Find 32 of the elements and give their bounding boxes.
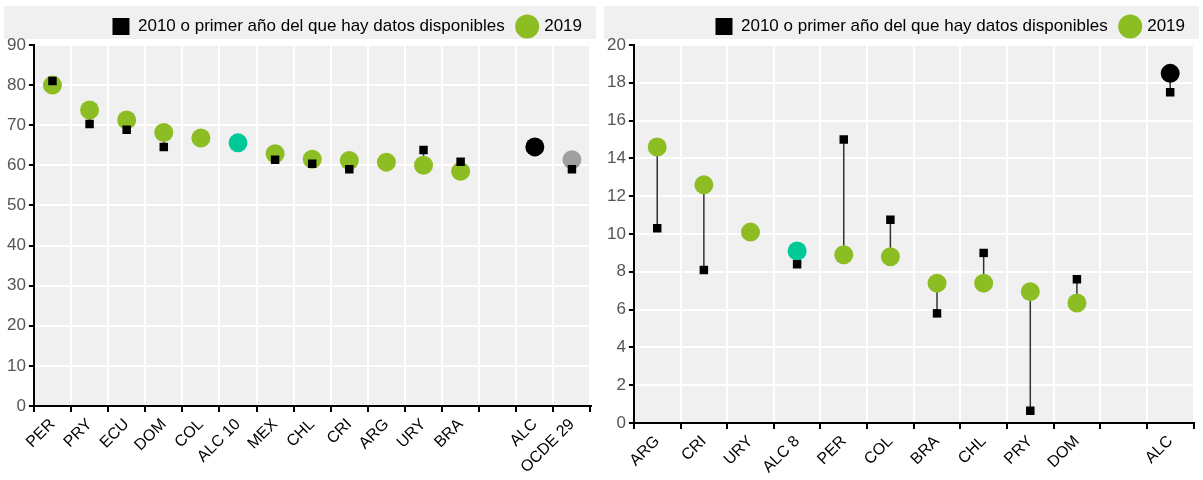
y-tick-label: 90 — [6, 34, 26, 54]
y-tick-label: 80 — [6, 74, 26, 94]
x-tick-label: CRI — [677, 431, 710, 464]
y-tick-label: 14 — [606, 148, 626, 168]
y-tick-label: 40 — [6, 235, 26, 255]
y-tick-label: 10 — [6, 355, 26, 375]
y-tick-label: 60 — [6, 155, 26, 175]
legend-label: 2010 o primer año del que hay datos disponibles — [740, 16, 1108, 36]
legend-label: 2010 o primer año del que hay datos disponibles — [137, 16, 505, 36]
y-tick-label: 16 — [606, 110, 626, 130]
x-tick-label: CRI — [323, 415, 355, 447]
x-tick-label: CHL — [282, 414, 318, 450]
y-tick-label: 4 — [616, 337, 626, 357]
y-tick-label: 0 — [16, 395, 26, 415]
y-tick-label: 70 — [6, 114, 26, 134]
x-tick-label: BRA — [906, 431, 943, 468]
legend-label: 2019 — [544, 16, 583, 36]
y-tick-label: 10 — [606, 223, 626, 243]
y-tick-label: 0 — [616, 412, 626, 432]
x-tick-label: BRA — [430, 414, 467, 451]
y-tick-label: 6 — [616, 299, 626, 319]
y-tick-label: 30 — [6, 275, 26, 295]
x-tick-label: COL — [860, 431, 896, 468]
y-tick-label: 12 — [606, 185, 626, 205]
x-tick-label: CHL — [954, 431, 989, 467]
y-tick-label: 18 — [606, 72, 626, 92]
y-tick-label: 20 — [606, 34, 626, 54]
y-tick-label: 20 — [6, 315, 26, 335]
y-tick-label: 2 — [616, 374, 626, 394]
y-tick-label: 8 — [616, 261, 626, 281]
y-tick-label: 50 — [6, 195, 26, 215]
legend-label: 2019 — [1147, 16, 1186, 36]
